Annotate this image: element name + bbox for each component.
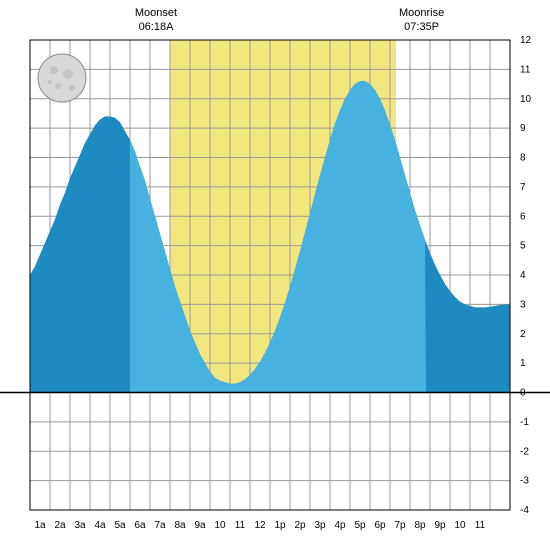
svg-text:4: 4: [520, 270, 526, 281]
svg-text:2: 2: [520, 329, 526, 340]
svg-text:9: 9: [520, 123, 526, 134]
svg-text:-4: -4: [520, 505, 529, 516]
svg-text:12: 12: [254, 520, 266, 531]
svg-text:9a: 9a: [194, 520, 206, 531]
svg-text:7: 7: [520, 182, 526, 193]
svg-text:5: 5: [520, 241, 526, 252]
svg-text:5p: 5p: [354, 520, 366, 531]
svg-text:4p: 4p: [334, 520, 346, 531]
svg-text:11: 11: [475, 520, 486, 531]
svg-text:Moonrise: Moonrise: [399, 7, 444, 19]
svg-text:11: 11: [520, 64, 531, 75]
svg-text:3: 3: [520, 299, 526, 310]
svg-text:-2: -2: [520, 446, 529, 457]
svg-text:3p: 3p: [314, 520, 326, 531]
svg-text:9p: 9p: [434, 520, 446, 531]
svg-text:12: 12: [520, 35, 532, 46]
svg-text:8p: 8p: [414, 520, 426, 531]
svg-text:6: 6: [520, 211, 526, 222]
svg-text:1p: 1p: [274, 520, 286, 531]
svg-text:7a: 7a: [154, 520, 166, 531]
tide-chart: 1a2a3a4a5a6a7a8a9a1011121p2p3p4p5p6p7p8p…: [0, 0, 550, 550]
svg-text:2p: 2p: [294, 520, 306, 531]
svg-text:10: 10: [454, 520, 466, 531]
svg-text:Moonset: Moonset: [135, 7, 177, 19]
svg-text:10: 10: [214, 520, 226, 531]
svg-text:8: 8: [520, 153, 526, 164]
svg-text:6p: 6p: [374, 520, 386, 531]
svg-text:8a: 8a: [174, 520, 186, 531]
svg-text:10: 10: [520, 94, 532, 105]
svg-text:6a: 6a: [134, 520, 146, 531]
svg-text:06:18A: 06:18A: [139, 21, 175, 33]
svg-text:1: 1: [520, 358, 526, 369]
svg-text:4a: 4a: [94, 520, 106, 531]
svg-text:5a: 5a: [114, 520, 126, 531]
svg-text:11: 11: [235, 520, 246, 531]
svg-text:0: 0: [520, 388, 526, 399]
svg-text:7p: 7p: [394, 520, 406, 531]
svg-text:2a: 2a: [54, 520, 66, 531]
svg-text:1a: 1a: [34, 520, 46, 531]
svg-text:-3: -3: [520, 476, 529, 487]
svg-text:07:35P: 07:35P: [404, 21, 439, 33]
svg-text:3a: 3a: [74, 520, 86, 531]
chart-svg: 1a2a3a4a5a6a7a8a9a1011121p2p3p4p5p6p7p8p…: [0, 0, 550, 550]
svg-text:-1: -1: [520, 417, 529, 428]
